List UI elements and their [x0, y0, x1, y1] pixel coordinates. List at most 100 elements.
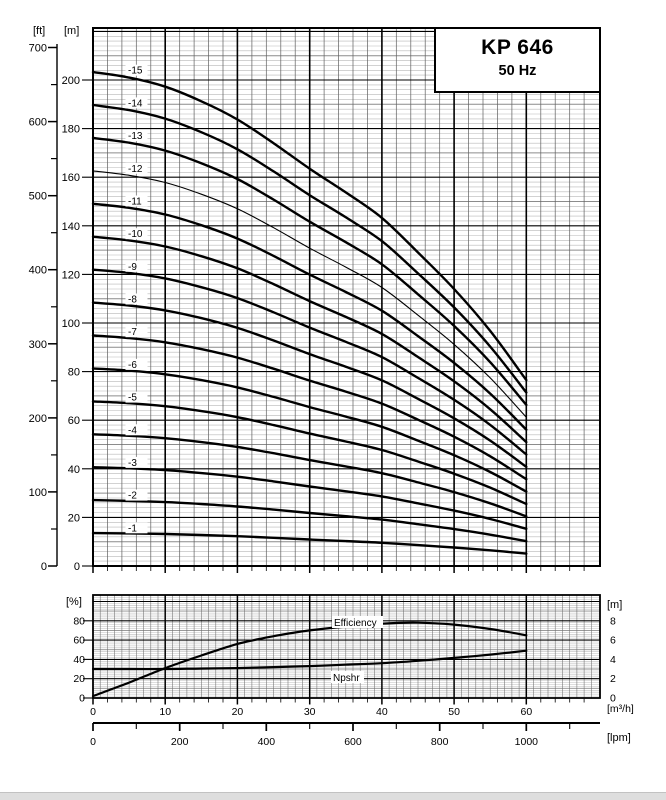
tick-label: Efficiency — [334, 618, 377, 629]
tick-label: 800 — [431, 736, 449, 748]
tick-label: -4 — [128, 425, 137, 436]
tick-label: -14 — [128, 98, 143, 109]
stage-label-box — [125, 162, 148, 174]
head-curve--5 — [91, 400, 528, 506]
tick-label: -15 — [128, 66, 143, 77]
tick-label: 200 — [62, 75, 80, 87]
head-curve--12 — [92, 170, 527, 418]
stage-label-box — [125, 260, 148, 272]
ft-axis: 0 100 200 300 400 500 600 700 — [29, 43, 58, 573]
npsh-axis-labels: 0 2 4 6 8 — [610, 615, 616, 704]
head-curve--8 — [91, 301, 528, 469]
ft-axis-unit-label: [ft] — [33, 25, 46, 37]
tick-label: 700 — [29, 43, 47, 55]
npsh-axis-unit-label: [m] — [607, 599, 623, 611]
stage-label-box — [125, 456, 148, 468]
stage-label-box — [125, 391, 148, 403]
frequency-label: 50 Hz — [498, 63, 537, 79]
tick-label: -3 — [128, 458, 137, 469]
head-curve--4 — [91, 433, 528, 518]
tick-label: 0 — [41, 561, 47, 573]
tick-label: 30 — [304, 706, 316, 718]
tick-label: 0 — [79, 693, 85, 705]
tick-label: 40 — [73, 654, 85, 666]
tick-label: 500 — [29, 191, 47, 203]
flow-lpm-unit-label: [lpm] — [607, 732, 631, 744]
x-axis-m3h: 0 10 20 30 40 50 60 — [90, 698, 585, 718]
tick-label: 120 — [62, 269, 80, 281]
head-curve--9 — [91, 268, 528, 456]
tick-label: 40 — [68, 464, 80, 476]
tick-label: 10 — [159, 706, 171, 718]
title-box: KP 646 50 Hz — [434, 27, 601, 93]
stage-label-box — [125, 228, 148, 240]
tick-label: 600 — [29, 117, 47, 129]
tick-label: 0 — [610, 693, 616, 705]
tick-label: -11 — [128, 196, 142, 207]
lower-plot-border — [92, 594, 601, 699]
percent-axis-unit-label: [%] — [66, 596, 82, 608]
tick-label: 1000 — [515, 736, 539, 748]
tick-label: 6 — [610, 635, 616, 647]
stage-label-box — [125, 195, 148, 207]
tick-label: 60 — [73, 635, 85, 647]
tick-label: -10 — [128, 229, 143, 240]
tick-label: 20 — [68, 512, 80, 524]
tick-label: 4 — [610, 654, 616, 666]
tick-label: 100 — [62, 318, 80, 330]
stage-labels: -1 -2 -3 -4 -5 -6 -7 -8 -9 -10 -11 -12 -13 -14 -15 — [125, 64, 148, 534]
tick-label: -9 — [128, 262, 137, 273]
stage-label-box — [125, 97, 148, 109]
tick-label: -5 — [128, 393, 137, 404]
tick-label: 40 — [376, 706, 388, 718]
main-x-ticks — [92, 566, 585, 573]
head-curve--7 — [91, 334, 528, 481]
tick-label: 400 — [29, 265, 47, 277]
tick-label: 20 — [232, 706, 244, 718]
head-curve--14 — [91, 103, 528, 394]
tick-label: -2 — [128, 491, 137, 502]
tick-label: 400 — [258, 736, 276, 748]
head-curve--11 — [91, 202, 528, 431]
tick-label: 140 — [62, 221, 80, 233]
tick-label: 50 — [448, 706, 460, 718]
tick-label: -13 — [128, 131, 143, 142]
x-axis-lpm: 0 200 400 600 800 1000 — [90, 722, 600, 748]
series-labels: Efficiency Npshr — [331, 616, 383, 684]
npshr-curve — [91, 649, 528, 671]
head-curve--13 — [91, 136, 528, 407]
head-curves — [91, 70, 528, 555]
tick-label: 600 — [344, 736, 362, 748]
pump-model-label: KP 646 — [481, 36, 554, 59]
stage-label-box — [125, 424, 148, 436]
tick-label: 0 — [90, 736, 96, 748]
tick-label: 300 — [29, 339, 47, 351]
tick-label: 200 — [171, 736, 189, 748]
tick-label: 60 — [68, 415, 80, 427]
head-curve--2 — [91, 498, 528, 543]
stage-label-box — [125, 358, 148, 370]
tick-label: 80 — [73, 615, 85, 627]
footer-strip — [0, 792, 666, 800]
stage-label-box — [125, 64, 148, 76]
efficiency-npsh-curves — [91, 621, 528, 698]
head-curve--1 — [91, 531, 528, 555]
flow-m3h-unit-label: [m³/h] — [607, 703, 634, 715]
npshr-label-box — [331, 671, 364, 683]
main-plot-border — [92, 27, 601, 567]
tick-label: 8 — [610, 615, 616, 627]
stage-label-box — [125, 326, 148, 338]
stage-label-box — [125, 489, 148, 501]
head-curve--6 — [91, 367, 528, 493]
tick-label: -7 — [128, 327, 137, 338]
efficiency-label-box — [332, 616, 383, 628]
tick-label: -12 — [128, 164, 143, 175]
main-grid — [92, 27, 601, 567]
tick-label: 0 — [74, 561, 80, 573]
tick-label: 200 — [29, 413, 47, 425]
stage-label-box — [125, 293, 148, 305]
head-curve--3 — [91, 466, 528, 530]
tick-label: -1 — [128, 523, 137, 534]
